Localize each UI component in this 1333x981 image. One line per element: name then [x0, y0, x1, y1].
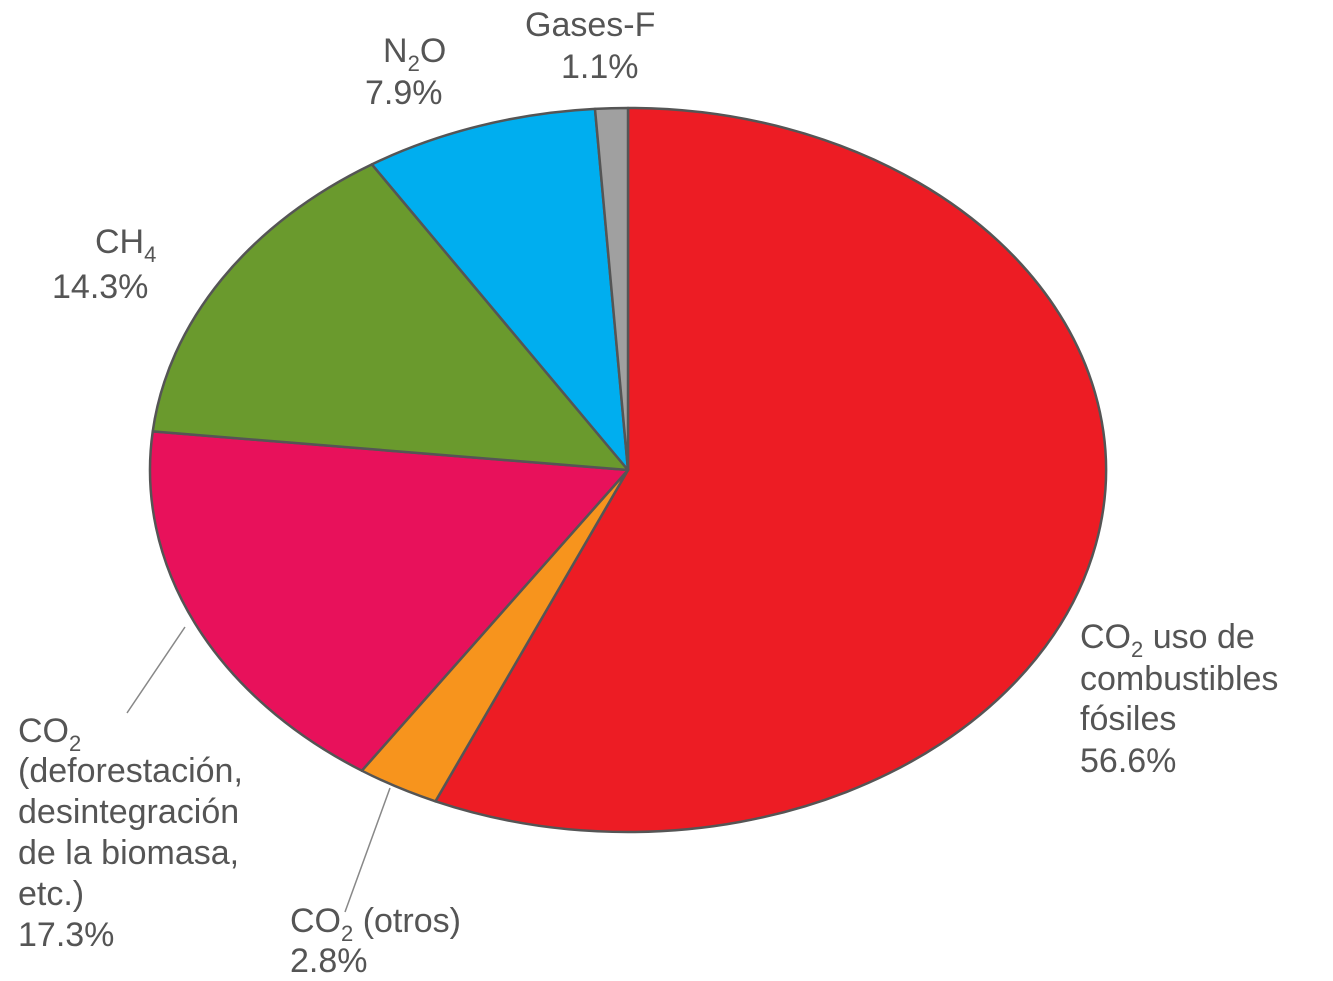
label-co2-deforestation: CO2: [18, 712, 81, 756]
value-co2-fossil: 56.6%: [1080, 742, 1176, 780]
label-co2-fossil-line3: fósiles: [1080, 700, 1176, 738]
value-ch4: 14.3%: [52, 268, 148, 306]
label-co2-deforestation-line4: de la biomasa,: [18, 834, 239, 872]
slice-co2-deforestation: [148, 430, 630, 772]
label-co2-fossil: CO2 uso de: [1080, 618, 1255, 662]
label-gases-f: Gases-F: [525, 6, 655, 44]
slice-gases-f: [593, 106, 630, 472]
leader-line-co2-other: [344, 787, 391, 913]
value-n2o: 7.9%: [365, 74, 443, 112]
pie-slices: [148, 106, 1108, 834]
slice-ch4: [151, 163, 630, 472]
label-co2-fossil-line2: combustibles: [1080, 660, 1278, 698]
leader-line-co2-deforestation: [126, 626, 186, 714]
label-n2o: N2O: [383, 32, 446, 76]
label-ch4: CH4: [95, 223, 156, 267]
label-co2-deforestation-line3: desintegración: [18, 793, 239, 831]
value-co2-deforestation: 17.3%: [18, 916, 114, 954]
label-co2-deforestation-line2: (deforestación,: [18, 752, 243, 790]
value-co2-other: 2.8%: [290, 942, 368, 980]
label-co2-other: CO2 (otros): [290, 902, 461, 946]
label-co2-deforestation-line5: etc.): [18, 875, 84, 913]
slice-n2o: [370, 107, 630, 472]
value-gases-f: 1.1%: [561, 48, 639, 86]
slice-co2-fossil: [434, 106, 1108, 834]
